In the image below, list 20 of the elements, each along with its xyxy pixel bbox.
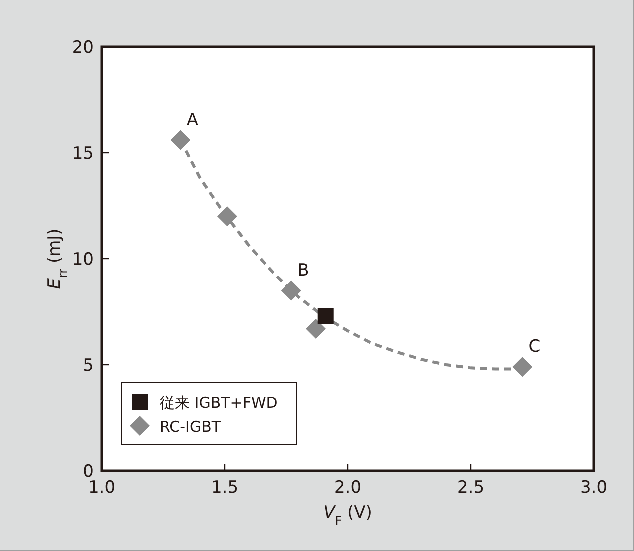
x-tick-label: 1.5 [211,478,239,498]
point [318,308,334,324]
y-tick-label: 10 [72,250,94,270]
x-axis-title: V$_{F}$ (V) [324,503,372,528]
legend-label: RC-IGBT [160,418,222,436]
x-tick-label: 3.0 [580,478,608,498]
point [512,357,533,378]
point [217,206,238,227]
point [306,318,326,339]
annotation: B [298,260,310,281]
annotation: C [528,337,541,358]
y-tick-label: 20 [72,38,94,58]
legend-label: 従来 IGBT+FWD [160,394,278,412]
point [281,280,302,301]
point [170,130,191,150]
y-tick-label: 5 [83,356,94,376]
annotation: A [186,110,199,130]
x-tick-label: 2.0 [334,478,362,498]
y-tick-label: 15 [72,144,94,164]
x-tick-label: 2.5 [457,478,485,498]
